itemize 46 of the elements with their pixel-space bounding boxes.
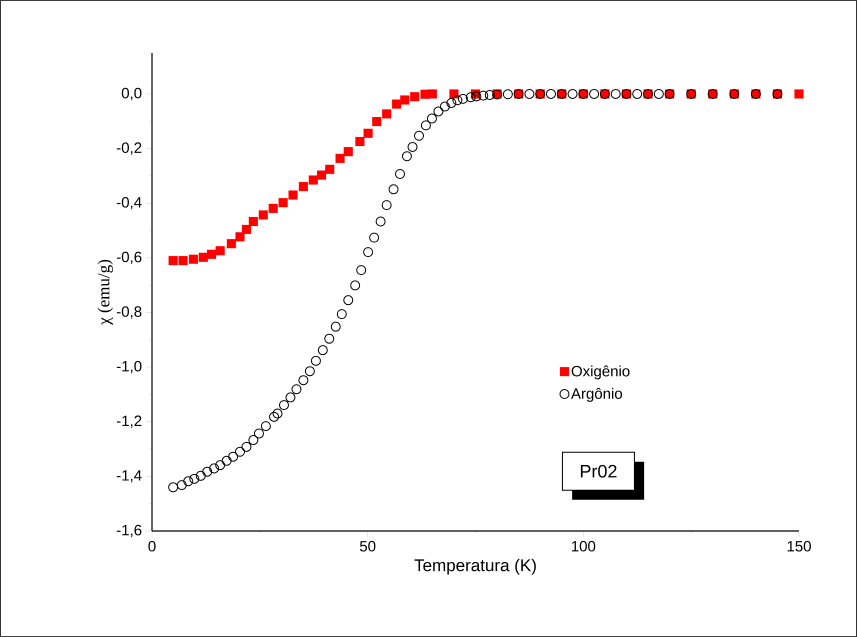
y-tick-label: -1,0 <box>116 360 142 374</box>
point <box>268 204 278 213</box>
point <box>248 216 258 226</box>
point <box>168 256 178 266</box>
point <box>794 89 804 99</box>
point <box>206 250 216 259</box>
point <box>316 170 326 180</box>
point <box>178 256 188 266</box>
point <box>258 210 268 220</box>
point <box>235 232 245 242</box>
point <box>242 224 252 234</box>
point <box>308 175 318 185</box>
point <box>400 95 410 105</box>
legend-label: Oxigênio <box>572 365 630 380</box>
y-tick-label: 0,0 <box>122 88 142 100</box>
legend-label: Argônio <box>571 388 622 402</box>
x-tick-label: 150 <box>788 540 811 552</box>
annotation: Pr02 <box>580 464 617 478</box>
y-tick-label: -0,6 <box>116 252 142 264</box>
point <box>188 254 198 264</box>
point <box>344 147 353 156</box>
point <box>392 100 402 109</box>
point <box>226 239 236 248</box>
y-tick-label: -0,2 <box>116 142 142 155</box>
point <box>410 92 420 102</box>
x-tick-label: 0 <box>148 540 156 552</box>
point <box>336 154 345 163</box>
y-axis-title: χ (emu/g) <box>98 260 113 325</box>
y-tick-label: -0,4 <box>116 197 142 210</box>
point <box>298 182 308 192</box>
y-tick-label: -1,2 <box>116 416 142 428</box>
y-tick-label: -1,6 <box>116 524 142 538</box>
x-tick-label: 50 <box>360 540 376 552</box>
point <box>288 190 298 200</box>
point <box>278 198 288 208</box>
point <box>325 164 334 174</box>
point <box>216 246 225 256</box>
point <box>428 89 437 99</box>
point <box>364 128 373 138</box>
point <box>382 109 392 118</box>
point <box>355 136 364 146</box>
x-tick-label: 100 <box>572 540 596 552</box>
x-axis-title: Temperatura (K) <box>414 558 536 575</box>
y-tick-label: -1,4 <box>116 470 142 482</box>
point <box>372 116 382 126</box>
y-tick-label: -0,8 <box>116 306 142 319</box>
